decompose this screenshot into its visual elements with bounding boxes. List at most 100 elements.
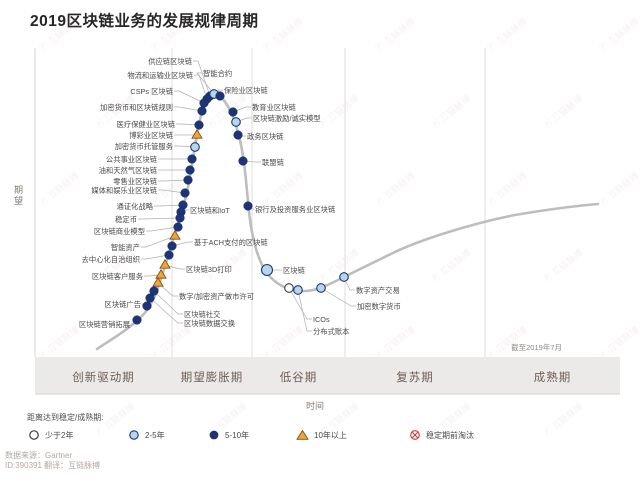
x-axis-label: 时间 (305, 401, 324, 411)
hype-item-label: 油和天然气区块链 (99, 166, 158, 175)
hype-item-label: 媒体和娱乐业区块链 (91, 186, 157, 195)
hype-item-marker-dark (145, 293, 155, 303)
leader-line (171, 241, 193, 247)
leader-line (196, 72, 215, 95)
leader-line (157, 282, 178, 297)
legend-item-obsolete: 稳定期前淘汰 (409, 429, 474, 441)
hype-item-label: 分布式账本 (313, 327, 350, 336)
hype-item-label: 区块链数据交换 (184, 319, 236, 328)
phase-label: 成熟期 (534, 370, 572, 384)
hype-item-label: 去中心化自治组织 (82, 255, 140, 264)
watermark: Ⓟ 互链脉搏 (148, 324, 192, 362)
hype-item-marker-dark (175, 213, 185, 223)
watermark: Ⓟ 互链脉搏 (260, 170, 304, 208)
hype-item-marker-dark (142, 301, 152, 311)
hype-item-label: 区块链 (283, 266, 306, 275)
hype-item-marker-dark (173, 222, 183, 232)
hype-item-label: 联盟链 (262, 158, 285, 167)
leader-line (138, 217, 181, 220)
hype-item-label: 区块链3D打印 (186, 265, 232, 274)
hype-item-marker-triangle (191, 128, 203, 139)
hype-item-label: 区块链激励/诚实模型 (253, 114, 321, 123)
hype-item-marker-dark (132, 315, 142, 325)
leader-line (141, 254, 170, 260)
hype-item-marker-light (293, 285, 303, 295)
leader-line (154, 204, 184, 207)
hype-item-marker-light-big (260, 263, 274, 277)
hype-item-label: 零售业区块链 (113, 177, 157, 186)
hype-item-marker-triangle (159, 258, 171, 269)
hype-item-label: 政务区块链 (247, 132, 284, 141)
leader-line (232, 106, 251, 113)
legend-label: 少于2年 (45, 430, 74, 440)
watermark: Ⓟ 互链脉搏 (484, 16, 528, 54)
hype-item-marker-dark (215, 91, 225, 101)
leader-line (153, 290, 183, 315)
legend-label: 5-10年 (225, 430, 250, 440)
hype-item-label: 区块链客户服务 (92, 272, 143, 281)
hype-item-marker-dark (167, 241, 177, 251)
phase-label: 创新驱动期 (72, 370, 135, 384)
source-line2: ID:390391 翻译：互链脉搏 (5, 461, 101, 470)
hype-item-marker-dark (197, 106, 207, 116)
leader-line (146, 226, 179, 232)
leader-line (158, 189, 186, 194)
watermark: Ⓟ 互链脉搏 (260, 16, 304, 54)
watermark: Ⓟ 互链脉搏 (260, 324, 304, 362)
watermark: Ⓟ 互链脉搏 (36, 16, 80, 54)
watermark: Ⓟ 互链脉搏 (596, 324, 640, 362)
hype-item-marker-dark (164, 250, 174, 260)
darkblue-circle-icon (209, 430, 219, 440)
hype-item-label: 加密货币和区块链规则 (100, 103, 173, 112)
phase-label: 复苏期 (396, 371, 434, 384)
watermark: Ⓟ 互链脉搏 (316, 93, 360, 131)
hype-item-label: 公共事业区块链 (106, 155, 158, 164)
source-note: 数据来源：Gartner ID:390391 翻译：互链脉搏 (5, 451, 100, 471)
leader-line (164, 264, 185, 270)
watermark: Ⓟ 互链脉搏 (484, 170, 528, 208)
hype-item-marker-light (339, 272, 349, 282)
hype-item-label: 区块链广告 (105, 300, 141, 309)
hype-item-label: 区块链商业模型 (94, 227, 145, 236)
phase-band (35, 357, 620, 394)
leader-line (149, 297, 183, 324)
leader-line (297, 289, 312, 332)
leader-line (176, 123, 200, 126)
legend-heading: 距离达到稳定/成熟期: (27, 413, 104, 422)
watermark: Ⓟ 互链脉搏 (36, 324, 80, 362)
watermark: Ⓟ 互链脉搏 (428, 93, 472, 131)
legend-label: 10年以上 (314, 430, 347, 440)
hype-item-marker-dark (194, 120, 204, 130)
hype-item-marker-dark (180, 188, 190, 198)
hype-item-marker-dark (233, 130, 243, 140)
watermark: Ⓟ 互链脉搏 (596, 170, 640, 208)
hype-item-label: 供应链区块链 (148, 57, 192, 66)
hype-item-label: CSPs 区块链 (130, 87, 173, 96)
hype-item-label: ICOs (313, 315, 330, 324)
leader-line (320, 287, 356, 307)
hype-item-label: 智能合约 (203, 69, 232, 78)
hype-item-marker-dark (149, 286, 159, 296)
hype-item-label: 教育业区块链 (252, 103, 296, 112)
legend-item-5-10: 5-10年 (208, 429, 249, 441)
as-of-date: 截至2019年7月 (511, 343, 562, 352)
hype-item-label: 稳定币 (115, 215, 137, 224)
legend-item-2-5: 2-5年 (128, 429, 165, 441)
legend-label: 稳定期前淘汰 (426, 430, 474, 440)
hype-item-label: 博彩业区块链 (129, 131, 173, 140)
watermark: Ⓟ 互链脉搏 (36, 170, 80, 208)
hype-item-marker-triangle (152, 276, 164, 287)
hype-item-label: 银行及投资服务业区块链 (255, 205, 336, 214)
page-title: 2019区块链业务的发展规律周期 (30, 13, 259, 30)
watermark: Ⓟ 互链脉搏 (372, 16, 416, 54)
hype-item-marker-dark (187, 154, 197, 164)
leader-line (144, 274, 162, 277)
hype-item-label: 加密货币托管服务 (115, 142, 173, 151)
watermark: Ⓟ 互链脉搏 (596, 16, 640, 54)
phase-label: 期望膨胀期 (181, 370, 244, 384)
watermark: Ⓟ 互链脉搏 (428, 247, 472, 285)
hype-item-label: 通证化战略 (117, 202, 154, 211)
phase-label: 低谷期 (280, 371, 318, 384)
legend-item-lt2: 少于2年 (28, 429, 73, 441)
hype-curve (95, 92, 600, 351)
